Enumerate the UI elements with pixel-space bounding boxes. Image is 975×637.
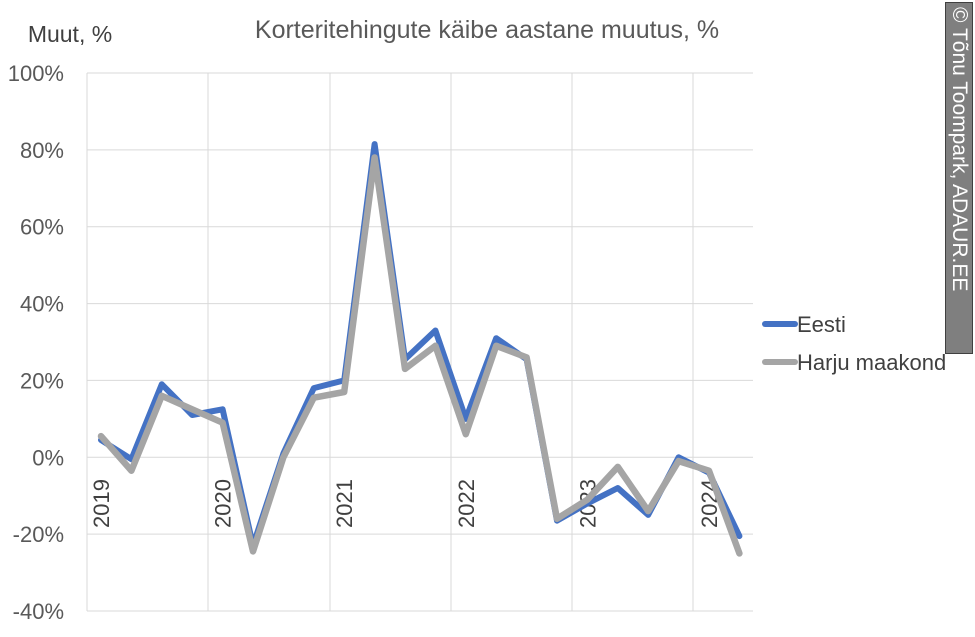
gridlines bbox=[86, 72, 753, 612]
x-tick-label: 2020 bbox=[211, 479, 236, 528]
y-tick-label: 20% bbox=[20, 368, 64, 393]
legend-label: Harju maakond bbox=[797, 350, 946, 375]
copyright-watermark: © Tõnu Toompark, ADAUR.EE bbox=[945, 2, 973, 354]
chart-title: Korteritehingute käibe aastane muutus, % bbox=[255, 16, 719, 44]
x-tick-label: 2019 bbox=[89, 479, 114, 528]
copyright-symbol: © bbox=[948, 7, 971, 23]
y-tick-label: 0% bbox=[32, 445, 64, 470]
series-line-harju bbox=[97, 154, 743, 557]
series-line-eesti bbox=[98, 141, 743, 549]
watermark-author: Tõnu Toompark, ADAUR.EE bbox=[948, 27, 971, 292]
x-tick-label: 2021 bbox=[332, 479, 357, 528]
legend-label: Eesti bbox=[797, 312, 846, 337]
y-tick-label: 60% bbox=[20, 215, 64, 240]
y-axis-label: Muut, % bbox=[28, 21, 112, 47]
y-tick-labels: -40% -20% 0% 20% 40% 60% 80% 100% bbox=[8, 61, 64, 624]
series-lines bbox=[97, 141, 743, 557]
y-tick-label: 80% bbox=[20, 138, 64, 163]
y-tick-label: 100% bbox=[8, 61, 64, 86]
y-tick-label: 40% bbox=[20, 292, 64, 317]
y-tick-label: -20% bbox=[13, 522, 64, 547]
watermark-text: © Tõnu Toompark, ADAUR.EE bbox=[945, 3, 973, 355]
x-tick-label: 2022 bbox=[454, 479, 479, 528]
y-tick-label: -40% bbox=[13, 599, 64, 624]
legend: Eesti Harju maakond bbox=[762, 312, 946, 375]
x-tick-labels: 2019 2020 2021 2022 2023 2024 bbox=[89, 479, 722, 528]
